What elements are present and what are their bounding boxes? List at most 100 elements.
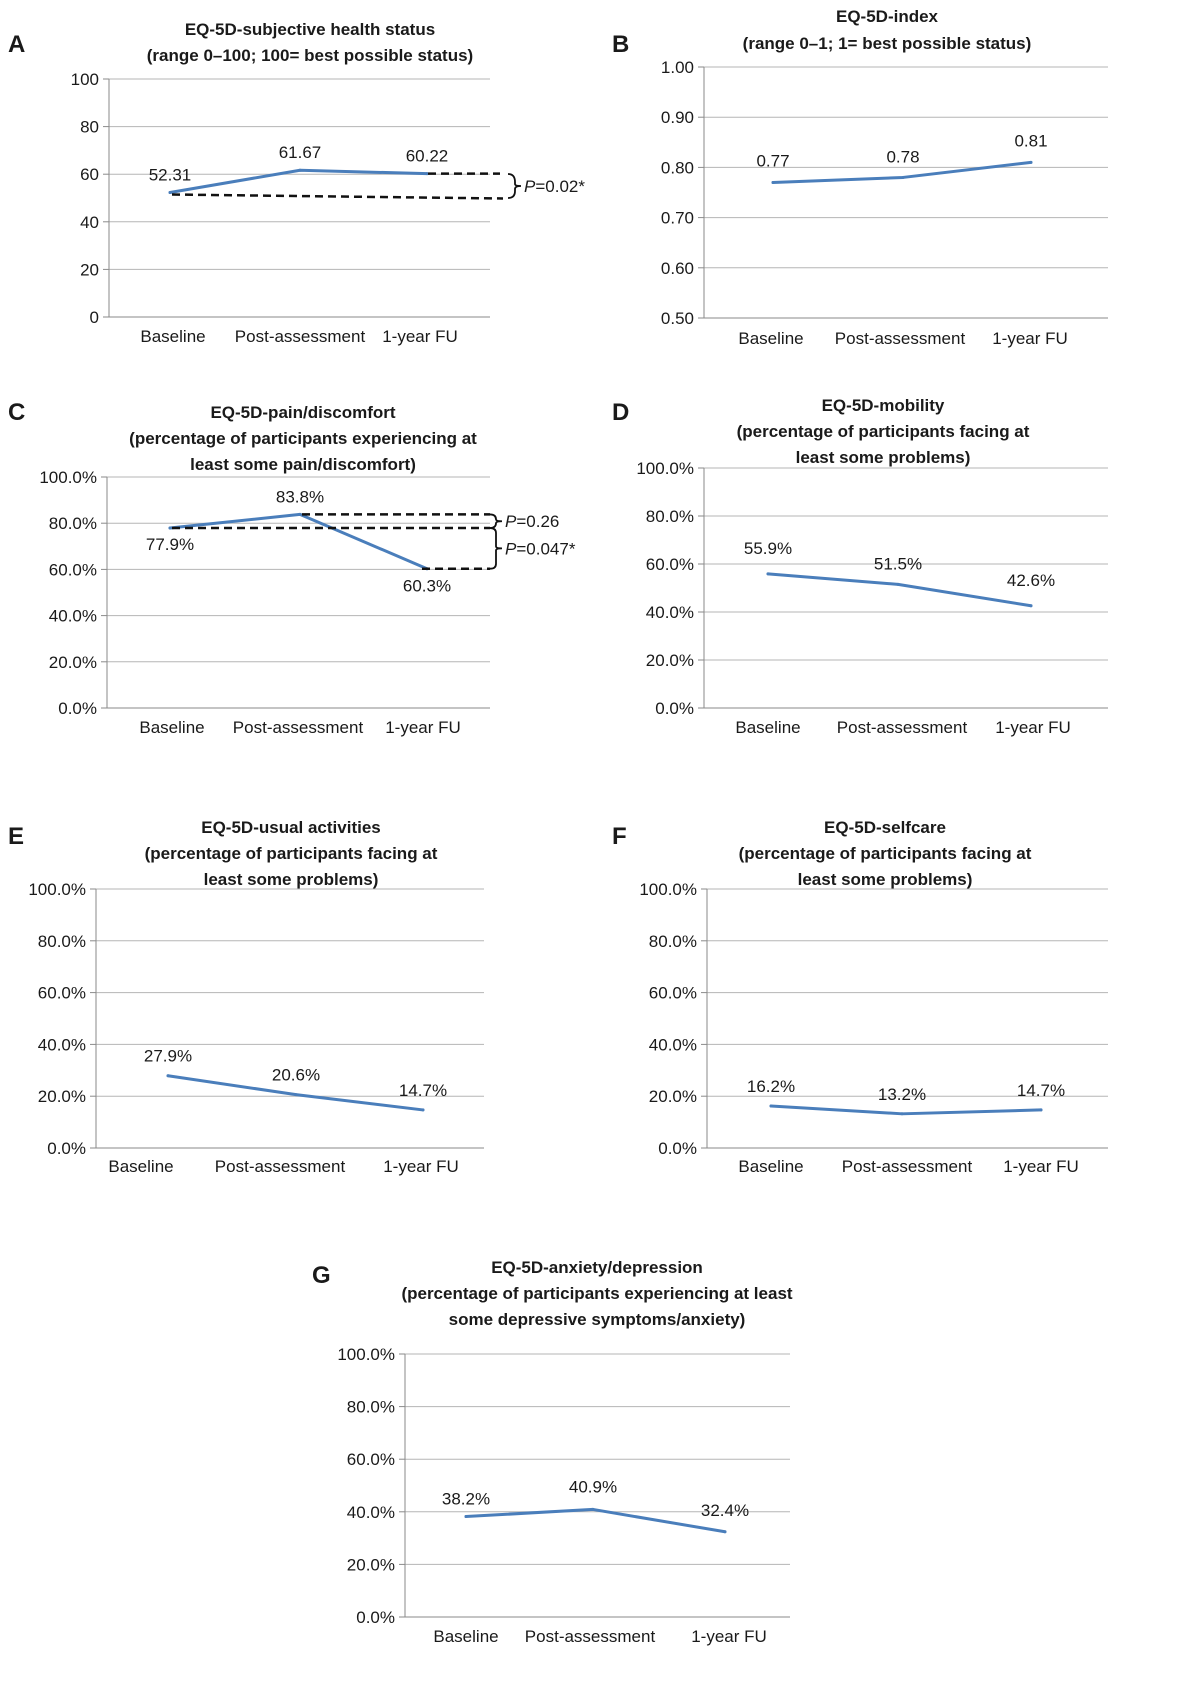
panel-b-data-label: 0.81 [1014, 131, 1047, 150]
panel-b-letter: B [612, 31, 629, 58]
panel-d-data-label: 55.9% [744, 539, 792, 558]
panel-c-p-value-annotation: P=0.047* [505, 539, 576, 558]
panel-g-data-point [591, 1507, 595, 1511]
panel-f-data-label: 14.7% [1017, 1081, 1065, 1100]
panel-g-category-label: Baseline [433, 1627, 498, 1646]
panel-b-ytick-label: 1.00 [661, 58, 694, 77]
panel-c-data-point [168, 526, 172, 530]
panel-b-title-line-1: EQ-5D-index [836, 7, 939, 26]
panel-e-ytick-label: 0.0% [47, 1139, 86, 1158]
panel-f-ytick-label: 80.0% [649, 932, 697, 951]
panel-d-ytick-label: 100.0% [636, 459, 694, 478]
panel-c-ytick-label: 80.0% [49, 514, 97, 533]
panel-f-title-line-3: least some problems) [798, 870, 973, 889]
panel-a-title-line-1: EQ-5D-subjective health status [185, 20, 435, 39]
panel-a-category-label: Baseline [140, 327, 205, 346]
p-value-text: =0.26 [516, 512, 559, 531]
panel-d-data-label: 42.6% [1007, 571, 1055, 590]
panel-d-data-point [896, 582, 900, 586]
panel-a-brace [507, 173, 522, 199]
panel-f-ytick-label: 60.0% [649, 984, 697, 1003]
panel-b-title-line-2: (range 0–1; 1= best possible status) [743, 34, 1032, 53]
panel-b-ytick-label: 0.90 [661, 108, 694, 127]
panel-e-ytick-label: 100.0% [28, 880, 86, 899]
panel-c-data-label: 83.8% [276, 487, 324, 506]
panel-a-title-line-2: (range 0–100; 100= best possible status) [147, 46, 473, 65]
panel-b-category-label: Post-assessment [835, 329, 966, 348]
panel-e-data-label: 20.6% [272, 1066, 320, 1085]
panel-e-title-line-3: least some problems) [204, 870, 379, 889]
panel-f-data-point [900, 1112, 904, 1116]
panel-c-letter: C [8, 399, 25, 426]
panel-d-ytick-label: 40.0% [646, 603, 694, 622]
panel-g-ytick-label: 20.0% [347, 1555, 395, 1574]
panel-a-data-point [168, 191, 172, 195]
panel-d-ytick-label: 60.0% [646, 555, 694, 574]
panel-e-data-label: 27.9% [144, 1047, 192, 1066]
panel-a-ytick-label: 100 [71, 70, 99, 89]
panel-a-dashed-ref-line [171, 193, 504, 200]
panel-f-ytick-label: 20.0% [649, 1087, 697, 1106]
panel-c-category-label: Baseline [139, 718, 204, 737]
panel-e-title-line-2: (percentage of participants facing at [145, 844, 438, 863]
panel-a-data-label: 52.31 [149, 166, 192, 185]
panel-g-data-label: 38.2% [442, 1490, 490, 1509]
panel-c-data-point [298, 512, 302, 516]
p-value-text: =0.047* [516, 539, 575, 558]
panel-d-ytick-label: 80.0% [646, 507, 694, 526]
panel-d-category-label: Baseline [735, 718, 800, 737]
panel-a-data-label: 60.22 [406, 147, 449, 166]
panel-b-category-label: 1-year FU [992, 329, 1068, 348]
panel-c-title-line-1: EQ-5D-pain/discomfort [210, 403, 395, 422]
panel-a-ytick-label: 80 [80, 118, 99, 137]
panel-d-data-point [766, 572, 770, 576]
panel-b-ytick-label: 0.60 [661, 259, 694, 278]
panel-b-data-label: 0.77 [756, 151, 789, 170]
panel-e-category-label: 1-year FU [383, 1157, 459, 1176]
panel-g-series-line [464, 1507, 727, 1534]
panel-b-data-label: 0.78 [886, 147, 919, 166]
panel-b-ytick-label: 0.50 [661, 309, 694, 328]
panel-d-data-label: 51.5% [874, 554, 922, 573]
panel-d-category-label: 1-year FU [995, 718, 1071, 737]
panel-b-ytick-label: 0.70 [661, 209, 694, 228]
panel-e-ytick-label: 20.0% [38, 1087, 86, 1106]
panel-g-letter: G [312, 1262, 331, 1289]
panel-a-data-point [425, 172, 429, 176]
panel-d-category-label: Post-assessment [837, 718, 968, 737]
panel-e-ytick-label: 40.0% [38, 1035, 86, 1054]
panel-b-data-point [901, 175, 905, 179]
panel-d-title-line-2: (percentage of participants facing at [737, 422, 1030, 441]
panel-a-letter: A [8, 31, 25, 58]
p-italic-label: P [505, 512, 517, 531]
panel-f-ytick-label: 40.0% [649, 1035, 697, 1054]
panel-f-title-line-2: (percentage of participants facing at [739, 844, 1032, 863]
panel-c-data-label: 60.3% [403, 577, 451, 596]
panel-c-ytick-label: 100.0% [39, 468, 97, 487]
panel-g-data-label: 40.9% [569, 1477, 617, 1496]
panel-c-series-line [168, 512, 429, 571]
panel-g-data-point [464, 1515, 468, 1519]
panel-e-data-label: 14.7% [399, 1081, 447, 1100]
panel-c-category-label: 1-year FU [385, 718, 461, 737]
panel-a-data-label: 61.67 [279, 143, 322, 162]
panel-g-title-line-2: (percentage of participants experiencing… [401, 1284, 792, 1303]
panel-c-title-line-3: least some pain/discomfort) [190, 455, 416, 474]
panel-g-data-label: 32.4% [701, 1501, 749, 1520]
panel-e-data-point [294, 1093, 298, 1097]
panel-b-category-label: Baseline [738, 329, 803, 348]
p-value-text: =0.02* [535, 177, 585, 196]
panel-g-ytick-label: 80.0% [347, 1398, 395, 1417]
panel-e-category-label: Post-assessment [215, 1157, 346, 1176]
panel-e-ytick-label: 80.0% [38, 932, 86, 951]
p-italic-label: P [524, 177, 536, 196]
panel-c-brace [489, 527, 503, 570]
panel-a-category-label: 1-year FU [382, 327, 458, 346]
panel-e-title-line-1: EQ-5D-usual activities [201, 818, 381, 837]
panel-c-title-line-2: (percentage of participants experiencing… [129, 429, 477, 448]
panel-d-letter: D [612, 399, 629, 426]
panel-a-data-point [298, 168, 302, 172]
p-italic-label: P [505, 539, 517, 558]
panel-c-ytick-label: 40.0% [49, 607, 97, 626]
panel-b-ytick-label: 0.80 [661, 158, 694, 177]
